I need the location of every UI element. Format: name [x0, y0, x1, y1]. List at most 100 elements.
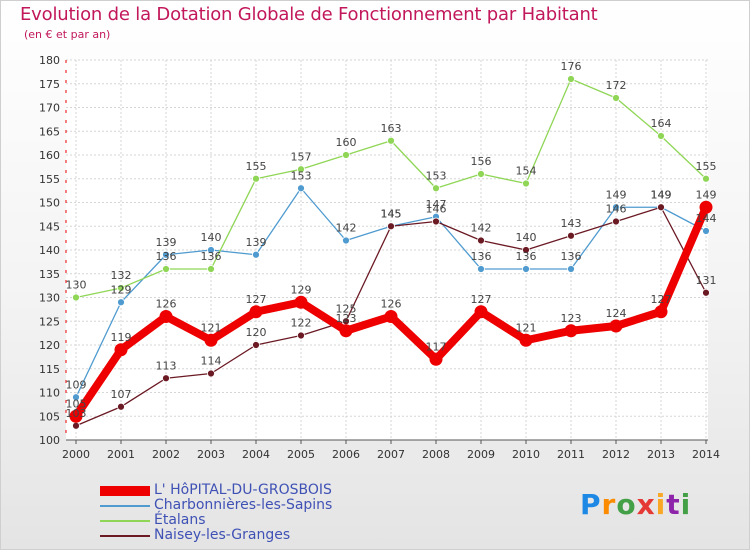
data-label-hopital: 105 — [66, 397, 87, 410]
data-label-naisey: 114 — [201, 355, 222, 368]
legend-swatch-hopital — [100, 486, 150, 496]
data-point-etalans — [432, 184, 440, 193]
data-label-charbonnieres: 139 — [246, 236, 267, 249]
data-label-naisey: 120 — [246, 326, 267, 339]
data-point-naisey — [252, 341, 260, 349]
logo-letter: P — [580, 488, 602, 521]
x-tick-label: 2014 — [692, 448, 720, 461]
data-label-etalans: 164 — [651, 117, 672, 130]
data-label-naisey: 113 — [156, 359, 177, 372]
data-label-charbonnieres: 149 — [651, 188, 672, 201]
data-label-naisey: 146 — [426, 203, 447, 216]
x-tick-label: 2013 — [647, 448, 675, 461]
data-point-hopital — [159, 310, 173, 323]
data-point-charbonnieres — [342, 236, 350, 245]
data-label-charbonnieres: 136 — [516, 250, 537, 263]
data-label-etalans: 176 — [561, 60, 582, 73]
data-point-hopital — [609, 319, 623, 333]
data-point-naisey — [522, 246, 530, 254]
x-tick-label: 2007 — [377, 448, 405, 461]
data-point-charbonnieres — [252, 250, 260, 259]
data-label-hopital: 127 — [651, 293, 672, 306]
data-label-charbonnieres: 142 — [336, 222, 357, 235]
x-tick-label: 2004 — [242, 448, 270, 461]
legend-swatch-charbonnieres — [100, 505, 150, 507]
logo-letter: i — [680, 488, 692, 521]
data-label-etalans: 155 — [246, 160, 267, 173]
data-label-charbonnieres: 147 — [426, 198, 447, 211]
y-tick-label: 180 — [39, 54, 60, 67]
data-label-etalans: 157 — [291, 150, 312, 163]
y-tick-label: 110 — [39, 387, 60, 400]
data-point-charbonnieres — [567, 265, 575, 273]
x-tick-label: 2006 — [332, 448, 360, 461]
data-label-charbonnieres: 136 — [561, 250, 582, 263]
y-tick-label: 115 — [39, 363, 60, 376]
y-tick-label: 145 — [39, 220, 60, 233]
data-point-charbonnieres — [207, 246, 215, 254]
y-tick-label: 155 — [39, 173, 60, 186]
data-point-naisey — [432, 217, 440, 226]
data-point-naisey — [117, 402, 125, 411]
y-tick-label: 170 — [39, 102, 60, 115]
proxiti-logo: Proxiti — [580, 488, 691, 521]
y-tick-label: 165 — [39, 125, 60, 138]
x-tick-label: 2012 — [602, 448, 630, 461]
data-label-naisey: 145 — [381, 207, 402, 220]
data-point-hopital — [699, 200, 713, 214]
data-point-charbonnieres — [297, 184, 305, 193]
data-label-naisey: 142 — [471, 222, 492, 235]
data-label-etalans: 130 — [66, 279, 87, 292]
data-label-hopital: 124 — [606, 307, 627, 320]
data-label-charbonnieres: 136 — [471, 250, 492, 263]
data-label-charbonnieres: 139 — [156, 236, 177, 249]
data-point-hopital — [294, 295, 308, 309]
y-tick-label: 120 — [39, 339, 60, 352]
legend-label-naisey: Naisey-les-Granges — [154, 527, 291, 543]
data-label-etalans: 163 — [381, 122, 402, 135]
data-point-naisey — [162, 374, 170, 383]
y-tick-label: 150 — [39, 197, 60, 210]
data-point-charbonnieres — [477, 265, 485, 273]
y-tick-label: 100 — [39, 434, 60, 447]
data-label-etalans: 136 — [156, 250, 177, 263]
y-tick-label: 140 — [39, 244, 60, 257]
data-label-etalans: 156 — [471, 155, 492, 168]
data-label-charbonnieres: 149 — [606, 188, 627, 201]
data-point-etalans — [297, 165, 305, 174]
data-point-naisey — [657, 203, 665, 212]
data-point-etalans — [252, 174, 260, 183]
data-point-etalans — [657, 132, 665, 140]
x-tick-label: 2003 — [197, 448, 225, 461]
y-tick-label: 160 — [39, 149, 60, 162]
data-label-hopital: 149 — [696, 188, 717, 201]
data-label-etalans: 153 — [426, 169, 447, 182]
y-tick-label: 105 — [39, 410, 60, 423]
data-label-naisey: 131 — [696, 274, 717, 287]
data-point-naisey — [72, 421, 80, 430]
data-label-hopital: 121 — [516, 321, 537, 334]
y-tick-label: 130 — [39, 292, 60, 305]
data-point-charbonnieres — [522, 265, 530, 273]
data-label-hopital: 126 — [156, 298, 177, 311]
data-label-charbonnieres: 153 — [291, 169, 312, 182]
data-point-naisey — [297, 331, 305, 340]
legend-label-hopital: L' HôPITAL-DU-GROSBOIS — [154, 482, 332, 498]
data-label-charbonnieres: 129 — [111, 283, 132, 296]
data-point-naisey — [567, 231, 575, 240]
data-point-etalans — [387, 136, 395, 145]
data-label-hopital: 117 — [426, 340, 447, 353]
data-point-naisey — [702, 288, 710, 297]
data-point-charbonnieres — [72, 393, 80, 402]
data-label-hopital: 129 — [291, 283, 312, 296]
data-label-etalans: 160 — [336, 136, 357, 149]
logo-letter: i — [655, 488, 667, 521]
legend-label-etalans: Étalans — [154, 512, 206, 528]
x-tick-label: 2002 — [152, 448, 180, 461]
data-label-etalans: 172 — [606, 79, 627, 92]
data-point-charbonnieres — [162, 250, 170, 259]
data-label-naisey: 149 — [651, 188, 672, 201]
data-label-hopital: 119 — [111, 331, 132, 344]
data-point-hopital — [384, 310, 398, 323]
data-label-charbonnieres: 144 — [696, 212, 717, 225]
